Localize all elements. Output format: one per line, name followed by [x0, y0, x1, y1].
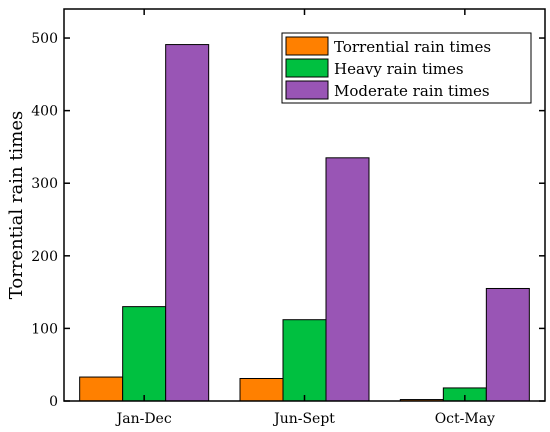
bars	[79, 44, 530, 402]
x-tick-label: Jun-Sept	[272, 411, 335, 427]
y-tick-label: 200	[31, 249, 58, 265]
y-tick-label: 300	[31, 176, 58, 192]
legend-swatch	[285, 58, 329, 78]
legend-label: Heavy rain times	[334, 60, 464, 78]
bar-moderate-rain-times-jun-sept	[325, 157, 370, 402]
bar-torrential-rain-times-jan-dec	[79, 376, 124, 402]
y-tick-label: 500	[31, 31, 58, 47]
legend-swatch	[285, 80, 329, 100]
y-tick-label: 0	[49, 394, 58, 410]
legend: Torrential rain times Heavy rain times Mod…	[281, 32, 532, 104]
x-tick-label: Oct-May	[435, 411, 495, 427]
x-tick-label: Jan-Dec	[115, 411, 172, 427]
y-axis-label: Torrential rain times	[6, 111, 27, 299]
axis-ticks: 0 100 200 300 400 500 Jan-Dec Jun-Sept Oct-May	[31, 9, 545, 427]
bar-heavy-rain-times-jun-sept	[282, 319, 327, 402]
y-tick-label: 400	[31, 104, 58, 120]
legend-label: Torrential rain times	[334, 38, 491, 56]
bar-moderate-rain-times-jan-dec	[165, 44, 210, 402]
y-tick-label: 100	[31, 321, 58, 337]
bar-torrential-rain-times-jun-sept	[239, 377, 284, 402]
legend-swatch	[285, 36, 329, 56]
bar-moderate-rain-times-oct-may	[485, 287, 530, 402]
legend-label: Moderate rain times	[334, 82, 490, 100]
bar-heavy-rain-times-jan-dec	[122, 306, 167, 402]
